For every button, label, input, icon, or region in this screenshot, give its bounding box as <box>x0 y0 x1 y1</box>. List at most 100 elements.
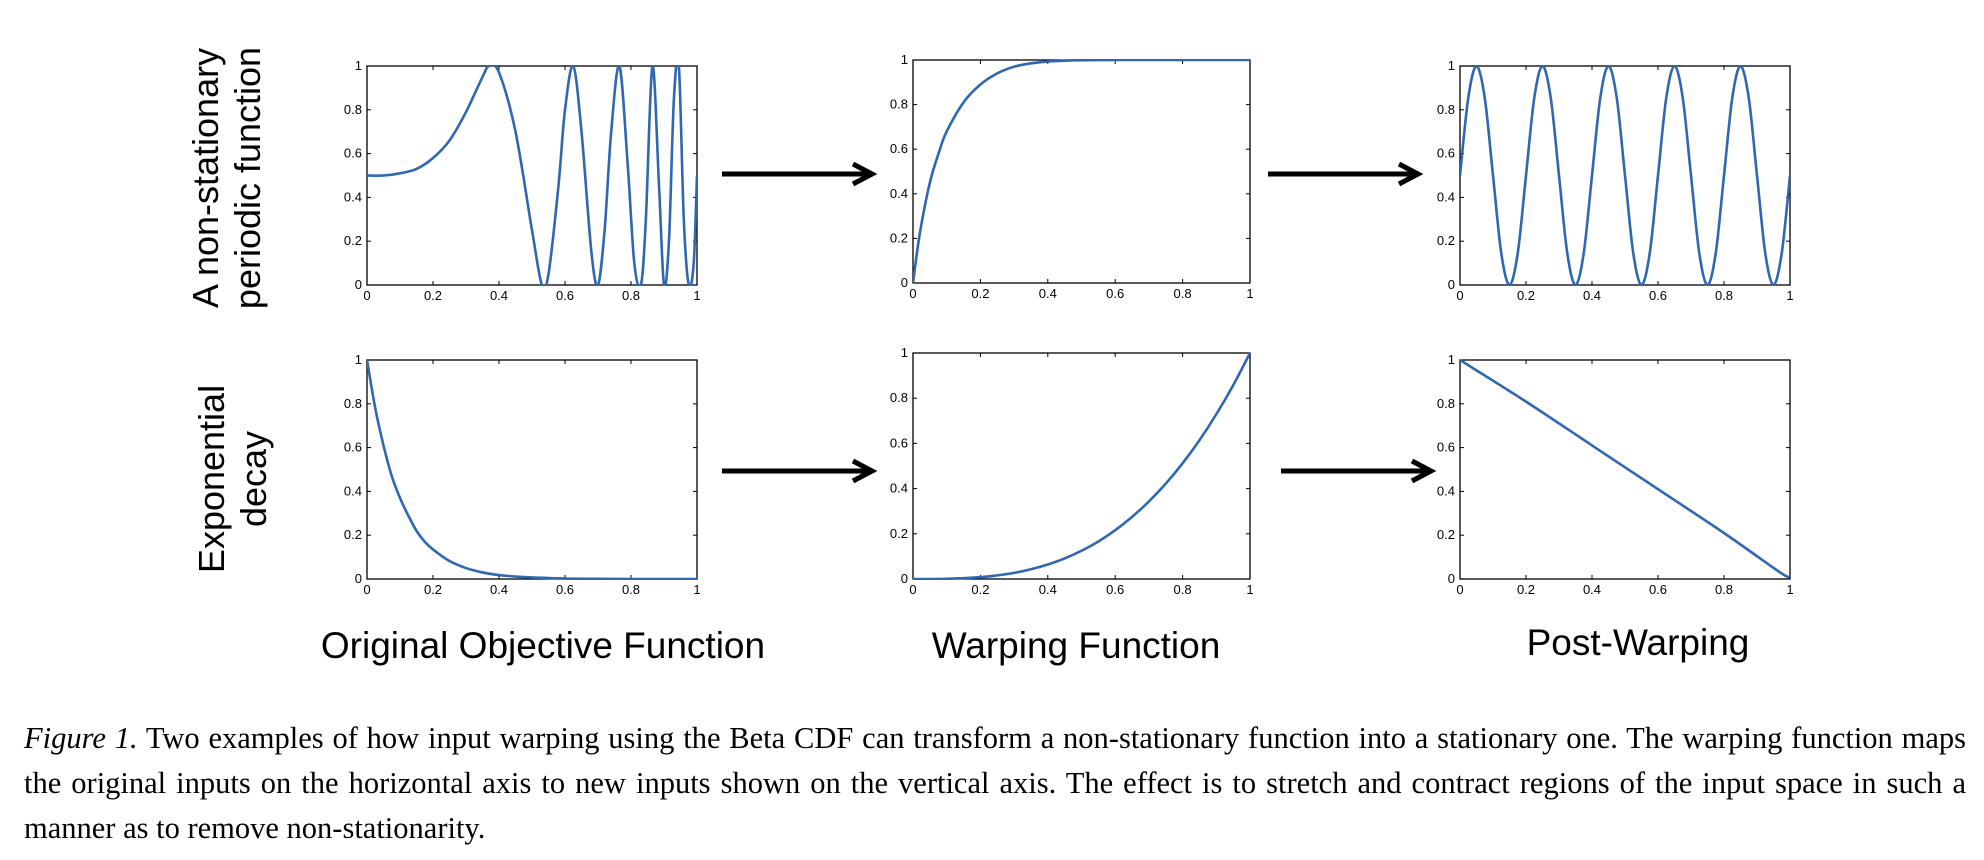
x-tick-label: 1 <box>1786 582 1793 597</box>
arrow-row2-right <box>1281 458 1437 484</box>
panel-r1-c1: 0 0.2 0.4 0.6 0.8 1 0 0.2 0.4 0.6 0.8 1 <box>344 58 701 303</box>
column-label-post-warping: Post-Warping <box>1527 622 1750 663</box>
x-tick-label: 0.6 <box>1649 582 1667 597</box>
x-tick-label: 0.8 <box>622 582 640 597</box>
x-tick-label: 0.6 <box>556 288 574 303</box>
x-tick-label: 0.6 <box>1106 582 1124 597</box>
y-tick-label: 1 <box>355 58 362 73</box>
y-tick-label: 0.8 <box>890 97 908 112</box>
y-tick-label: 0.6 <box>890 435 908 450</box>
x-tick-label: 0.6 <box>1106 286 1124 301</box>
plot-frame <box>912 59 1251 284</box>
series-line <box>913 59 1250 284</box>
y-tick-label: 0.8 <box>890 390 908 405</box>
series-line <box>367 65 697 286</box>
x-tick-label: 0.8 <box>1715 582 1733 597</box>
x-tick-label: 0.8 <box>1715 288 1733 303</box>
caption-figure-label: Figure 1. <box>24 721 138 755</box>
x-tick-label: 0.4 <box>490 582 508 597</box>
y-tick-label: 0.6 <box>1437 440 1455 455</box>
y-tick-label: 0.4 <box>344 189 362 204</box>
row-label-periodic-line1: A non-stationary <box>185 48 226 308</box>
panel-r1-c3: 0 0.2 0.4 0.6 0.8 1 0 0.2 0.4 0.6 0.8 1 <box>1437 58 1794 303</box>
series-line <box>913 352 1250 580</box>
x-tick-label: 1 <box>1246 286 1253 301</box>
y-tick-label: 0 <box>1448 277 1455 292</box>
y-tick-label: 0.4 <box>344 483 362 498</box>
x-tick-label: 0.6 <box>556 582 574 597</box>
y-tick-label: 0.6 <box>890 141 908 156</box>
panel-r2-c1: 0 0.2 0.4 0.6 0.8 1 0 0.2 0.4 0.6 0.8 1 <box>344 352 701 597</box>
y-tick-label: 1 <box>355 352 362 367</box>
x-tick-label: 0.2 <box>971 582 989 597</box>
caption-text: Two examples of how input warping using … <box>24 721 1966 845</box>
plot-frame <box>1459 359 1791 580</box>
x-tick-label: 0.4 <box>490 288 508 303</box>
x-tick-label: 0.8 <box>1174 582 1192 597</box>
x-tick-label: 1 <box>693 582 700 597</box>
plot-frame <box>912 352 1251 580</box>
x-tick-label: 0.4 <box>1039 582 1057 597</box>
panel-r1-c2: 0 0.2 0.4 0.6 0.8 1 0 0.2 0.4 0.6 0.8 1 <box>890 52 1254 301</box>
y-tick-label: 0.2 <box>1437 233 1455 248</box>
y-tick-label: 0.8 <box>1437 102 1455 117</box>
column-label-warping: Warping Function <box>932 625 1221 666</box>
x-tick-label: 0.2 <box>424 582 442 597</box>
x-tick-label: 0.6 <box>1649 288 1667 303</box>
y-tick-label: 0.6 <box>344 440 362 455</box>
y-tick-label: 0.2 <box>344 233 362 248</box>
x-tick-label: 0.2 <box>424 288 442 303</box>
x-tick-label: 0 <box>1456 582 1463 597</box>
x-tick-label: 1 <box>1786 288 1793 303</box>
row-label-decay: Exponential decay <box>191 385 274 573</box>
figure: A non-stationary periodic function Expon… <box>185 47 1794 666</box>
y-tick-label: 0.4 <box>890 481 908 496</box>
x-tick-label: 0.4 <box>1583 582 1601 597</box>
column-label-original: Original Objective Function <box>321 625 765 666</box>
x-tick-label: 0 <box>909 286 916 301</box>
x-tick-label: 0.2 <box>1517 288 1535 303</box>
y-tick-label: 0.6 <box>344 146 362 161</box>
x-tick-label: 1 <box>1246 582 1253 597</box>
x-tick-label: 0.8 <box>622 288 640 303</box>
x-tick-label: 0.8 <box>1174 286 1192 301</box>
series-line <box>367 359 697 580</box>
panel-r2-c2: 0 0.2 0.4 0.6 0.8 1 0 0.2 0.4 0.6 0.8 1 <box>890 345 1254 597</box>
row-label-decay-line2: decay <box>233 431 274 527</box>
y-tick-label: 0.4 <box>890 186 908 201</box>
x-tick-label: 0 <box>909 582 916 597</box>
y-tick-label: 1 <box>901 345 908 360</box>
y-tick-label: 0.4 <box>1437 189 1455 204</box>
y-tick-label: 0.2 <box>344 527 362 542</box>
x-tick-label: 0.4 <box>1039 286 1057 301</box>
y-tick-label: 0.8 <box>1437 396 1455 411</box>
arrow-row2-left <box>722 458 878 484</box>
x-tick-label: 0.4 <box>1583 288 1601 303</box>
row-label-periodic: A non-stationary periodic function <box>185 47 268 309</box>
y-tick-label: 0 <box>355 571 362 586</box>
y-tick-label: 0 <box>901 275 908 290</box>
y-tick-label: 0 <box>355 277 362 292</box>
y-tick-label: 0.2 <box>890 526 908 541</box>
y-tick-label: 0 <box>901 571 908 586</box>
x-tick-label: 0.2 <box>1517 582 1535 597</box>
x-tick-label: 0 <box>1456 288 1463 303</box>
y-tick-label: 0.6 <box>1437 146 1455 161</box>
arrow-row1-left <box>722 161 878 187</box>
y-tick-label: 1 <box>1448 352 1455 367</box>
row-label-decay-line1: Exponential <box>191 385 232 573</box>
y-tick-label: 0.8 <box>344 396 362 411</box>
series-line <box>1460 65 1790 286</box>
row-label-periodic-line2: periodic function <box>227 47 268 309</box>
y-tick-label: 0.2 <box>890 230 908 245</box>
y-tick-label: 0.2 <box>1437 527 1455 542</box>
plot-frame <box>366 359 698 580</box>
arrow-row1-right <box>1268 161 1424 187</box>
x-tick-label: 0.2 <box>971 286 989 301</box>
x-tick-label: 0 <box>363 582 370 597</box>
y-tick-label: 1 <box>1448 58 1455 73</box>
panel-r2-c3: 0 0.2 0.4 0.6 0.8 1 0 0.2 0.4 0.6 0.8 1 <box>1437 352 1794 597</box>
series-line <box>1460 359 1790 579</box>
x-tick-label: 1 <box>693 288 700 303</box>
figure-caption: Figure 1. Two examples of how input warp… <box>24 716 1966 851</box>
